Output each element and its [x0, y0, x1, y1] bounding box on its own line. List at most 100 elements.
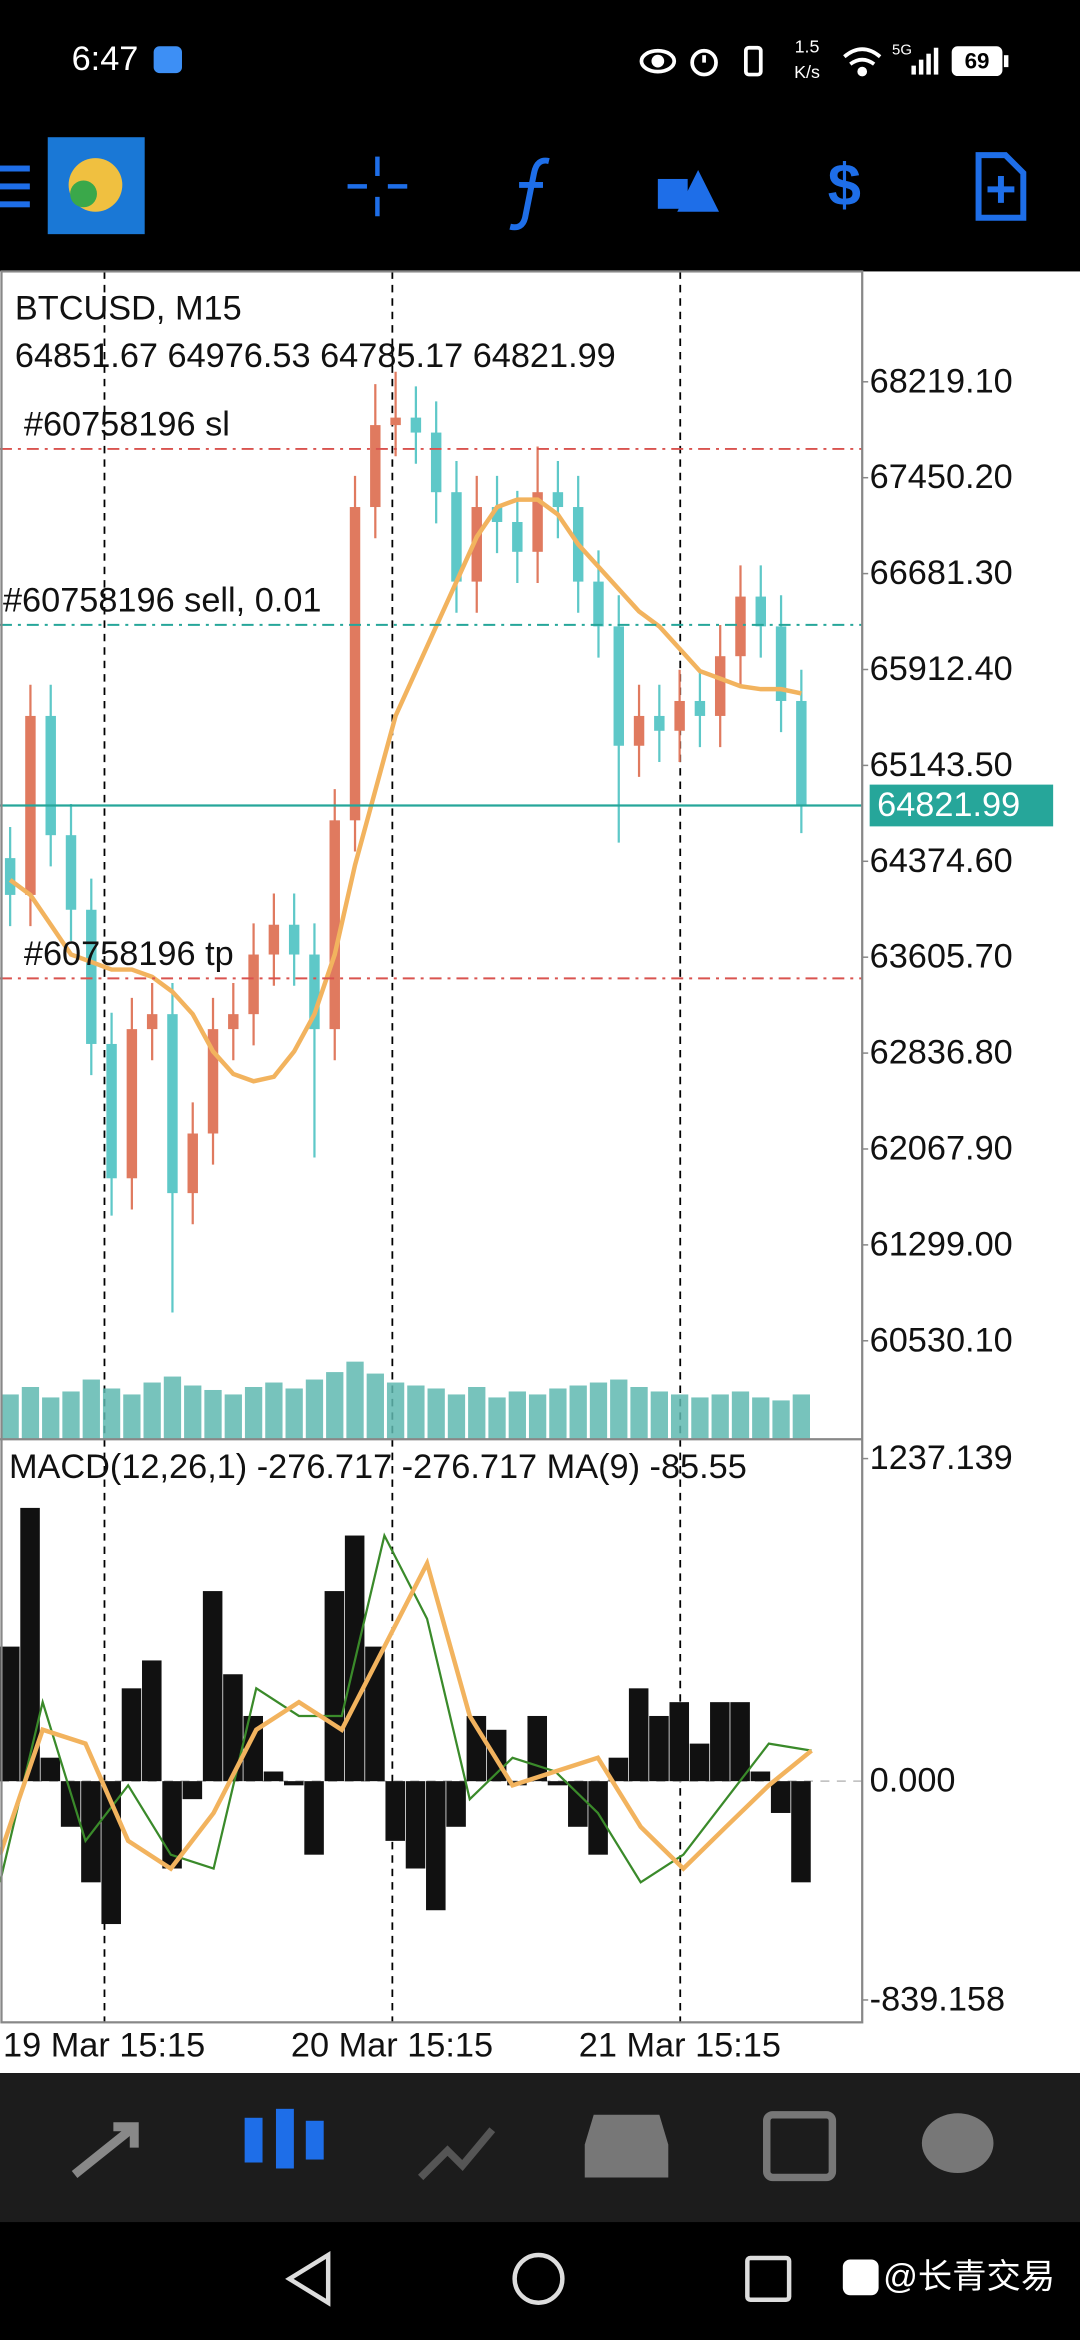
signal-bars [911, 47, 939, 75]
trade-tab[interactable] [418, 2127, 496, 2181]
candle-body [633, 715, 645, 746]
recents-button[interactable] [745, 2255, 792, 2302]
macd-bar [182, 1781, 203, 1800]
volume-bar [670, 1394, 689, 1440]
x-tick-label: 21 Mar 15:15 [579, 2027, 781, 2065]
candle-body [796, 700, 807, 806]
home-button[interactable] [512, 2252, 565, 2305]
candle-body [471, 507, 482, 582]
candle-body [694, 700, 706, 716]
cloud-icon [153, 46, 182, 74]
back-button[interactable] [285, 2250, 331, 2307]
menu-button[interactable] [0, 165, 30, 208]
objects-button[interactable] [657, 170, 720, 212]
volume-bar [508, 1391, 526, 1440]
chat-tab[interactable] [921, 2113, 994, 2173]
volume-bar [731, 1391, 750, 1440]
macd-bar [649, 1715, 669, 1782]
macd-bar [60, 1781, 81, 1827]
y-tick-label: 68219.10 [870, 362, 1013, 400]
macd-bar [40, 1757, 61, 1782]
volume-bar [427, 1388, 445, 1440]
volume-bar [752, 1397, 770, 1440]
volume-bar [589, 1382, 608, 1440]
x-tick-label: 20 Mar 15:15 [291, 2027, 493, 2065]
volume-bar [204, 1389, 222, 1440]
candle-body [167, 1014, 178, 1194]
watermark: @长青交易 [883, 2258, 1055, 2296]
watermark-icon [842, 2259, 879, 2296]
volume-bar [102, 1388, 121, 1440]
macd-bar [81, 1781, 101, 1883]
last-price-label: 64821.99 [877, 786, 1020, 824]
volume-bar [630, 1386, 648, 1440]
macd-bar [162, 1781, 182, 1869]
candle-body [390, 417, 401, 426]
candle-body [552, 492, 564, 508]
macd-bar [791, 1781, 811, 1883]
y-tick-label: 67450.20 [870, 458, 1013, 496]
y-tick-label: 62067.90 [870, 1130, 1013, 1168]
macd-bar [304, 1781, 324, 1855]
macd-bar [547, 1781, 568, 1786]
macd-bar [385, 1781, 405, 1841]
macd-bar [284, 1781, 304, 1786]
y-tick-label: 61299.00 [870, 1225, 1013, 1263]
y-tick-label: -839.158 [870, 1981, 1005, 2019]
volume-bar [21, 1386, 40, 1440]
candle-body [248, 954, 259, 1015]
signal-type: 5G [892, 43, 912, 59]
chart-tab[interactable] [244, 2108, 324, 2169]
candle-body [613, 626, 624, 746]
candle-body [775, 626, 787, 701]
indicator-button[interactable] [509, 157, 550, 231]
volume-bar [326, 1372, 344, 1440]
volume-bar [184, 1385, 202, 1440]
order-label: #60758196 sell, 0.01 [3, 582, 322, 620]
volume-bar [305, 1379, 324, 1440]
macd-bar [669, 1702, 690, 1782]
candle-body [106, 1043, 117, 1179]
chart: 19 Mar 15:15 20 Mar 15:15 21 Mar 15:15 #607… [0, 271, 1054, 2065]
macd-bar [730, 1702, 750, 1782]
chart-frame [0, 270, 864, 2024]
y-tick-label: 0.000 [870, 1762, 956, 1800]
y-tick-label: 62836.80 [870, 1034, 1013, 1072]
system-nav [0, 2222, 1080, 2340]
ohlc-label: 64851.67 64976.53 64785.17 64821.99 [15, 337, 616, 375]
y-tick-label: 66681.30 [870, 554, 1013, 592]
y-tick-label: 65912.40 [870, 650, 1013, 688]
y-tick-label: 60530.10 [870, 1321, 1013, 1359]
y-tick-label: 64374.60 [870, 842, 1013, 880]
crosshair-button[interactable] [347, 156, 408, 217]
candle-body [512, 521, 523, 552]
volume-bar [1, 1394, 19, 1440]
battery-tip [1003, 55, 1009, 68]
volume-bar [346, 1361, 364, 1440]
battery-level: 69 [965, 49, 990, 74]
candle-body [288, 924, 300, 955]
volume-bar [265, 1382, 283, 1440]
quotes-tab[interactable] [71, 2122, 139, 2178]
order-label: #60758196 tp [24, 935, 234, 973]
news-tab[interactable] [763, 2111, 837, 2182]
new-order-button[interactable] [975, 152, 1027, 221]
macd-bar [202, 1591, 223, 1782]
candle-body [654, 715, 665, 731]
macd-bar [689, 1743, 710, 1782]
macd-bar [223, 1674, 243, 1782]
volume-bar [285, 1388, 303, 1440]
macd-bar [405, 1781, 426, 1869]
candle-body [309, 954, 320, 1030]
volume-bar [610, 1379, 628, 1440]
y-tick-label: 1237.139 [870, 1439, 1013, 1477]
volume-bar [792, 1394, 810, 1440]
candle-body [86, 909, 97, 1044]
volume-bar [82, 1379, 100, 1440]
status-icons [639, 45, 882, 77]
order-label: #60758196 sl [24, 406, 230, 444]
trade-button[interactable]: $ [828, 151, 861, 218]
history-tab[interactable] [584, 2114, 669, 2178]
